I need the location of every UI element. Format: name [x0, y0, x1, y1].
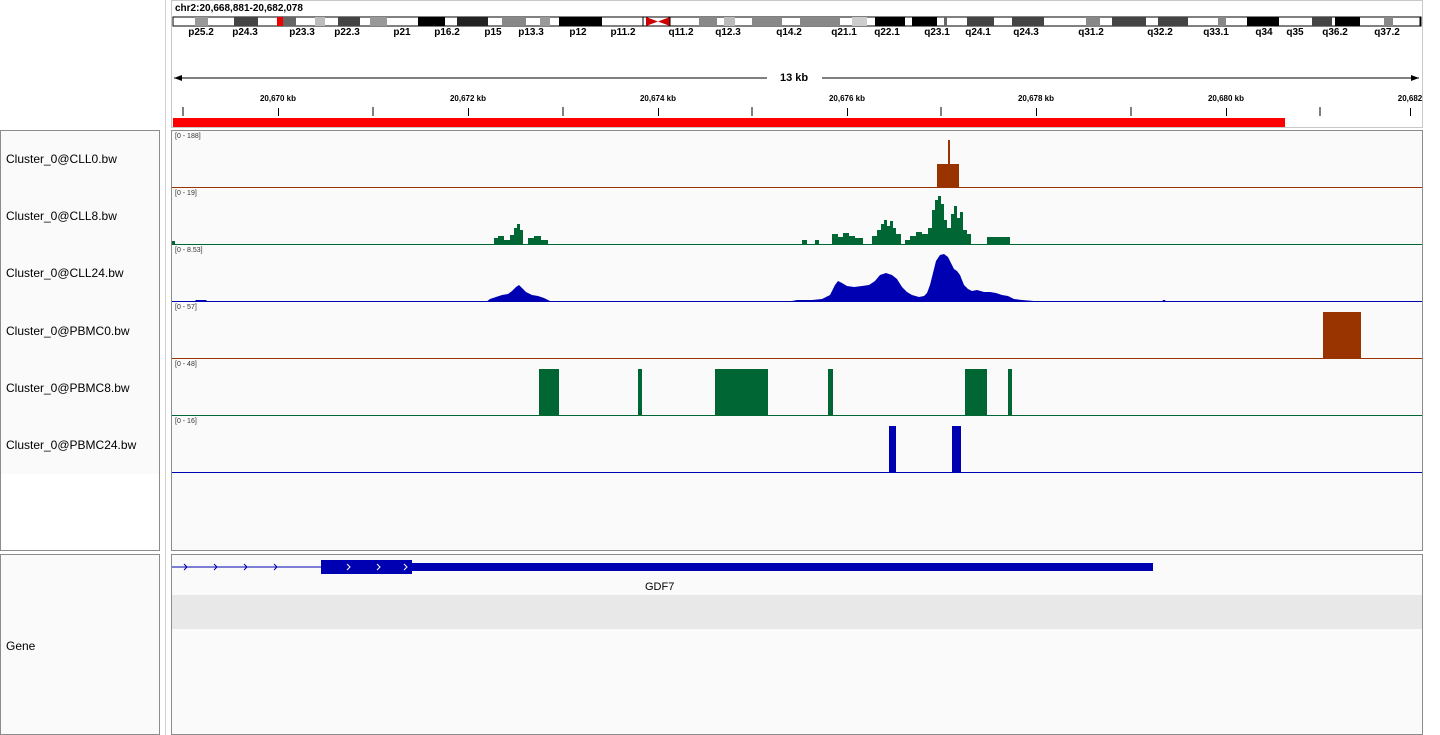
ruler-tick-label: 20,670 kb [259, 94, 297, 103]
ruler-minor-ticks [182, 107, 1321, 116]
ruler-major-tick [1226, 108, 1227, 116]
cytoband-label: q32.2 [1147, 27, 1173, 38]
baseline-cll0 [172, 187, 1422, 188]
cytoband-label: p11.2 [610, 27, 636, 38]
feature-name-panel: Gene [0, 554, 160, 735]
cytoband-label: p21 [393, 27, 411, 38]
data-range-cll24: [0 - 8.53] [175, 247, 203, 254]
signal-pbmc8 [539, 369, 1012, 416]
track-name-cll0[interactable]: Cluster_0@CLL0.bw [6, 152, 117, 166]
ruler-major-tick [847, 108, 848, 116]
cytoband-label: p15 [484, 27, 502, 38]
signal-pbmc0 [1323, 312, 1361, 359]
cytoband-label: q24.1 [965, 27, 991, 38]
cytoband-label: p16.2 [434, 27, 460, 38]
cytoband-label: q36.2 [1322, 27, 1348, 38]
header-panel: chr2:20,668,881-20,682,078 [171, 0, 1423, 128]
baseline-pbmc0 [172, 358, 1422, 359]
locus-label: chr2:20,668,881-20,682,078 [175, 3, 303, 14]
ruler-major-tick [658, 108, 659, 116]
signal-cll0 [937, 140, 959, 188]
data-range-pbmc24: [0 - 16] [175, 418, 197, 425]
cytoband-label: p13.3 [518, 27, 544, 38]
track-name-cll24[interactable]: Cluster_0@CLL24.bw [6, 266, 124, 280]
cytoband-label: p12 [569, 27, 587, 38]
data-range-pbmc0: [0 - 57] [175, 304, 197, 311]
expanded-row-highlight [172, 595, 1422, 629]
span-arrow [174, 75, 1419, 81]
ruler-tick-label: 20,674 kb [639, 94, 677, 103]
track-cll0[interactable]: [0 - 188] [172, 131, 1422, 188]
cytoband-label: q23.1 [924, 27, 950, 38]
cytoband-label: p24.3 [232, 27, 258, 38]
cytoband-label: q11.2 [668, 27, 694, 38]
chromosome-ideogram[interactable] [172, 16, 1422, 28]
track-pbmc0[interactable]: [0 - 57] [172, 302, 1422, 359]
track-cll8[interactable]: [0 - 19] [172, 188, 1422, 245]
signal-cll24 [194, 254, 1166, 302]
cytoband-label: q31.2 [1078, 27, 1104, 38]
ruler-tick-label: 20,672 kb [449, 94, 487, 103]
track-name-panel: Cluster_0@CLL0.bw Cluster_0@CLL8.bw Clus… [0, 130, 160, 551]
track-name-pbmc24[interactable]: Cluster_0@PBMC24.bw [6, 438, 137, 452]
data-range-pbmc8: [0 - 48] [175, 361, 197, 368]
data-range-cll0: [0 - 188] [175, 133, 201, 140]
span-label: 13 kb [780, 72, 809, 84]
track-pbmc8[interactable]: [0 - 48] [172, 359, 1422, 416]
region-of-interest-bar[interactable] [173, 118, 1285, 127]
baseline-pbmc8 [172, 415, 1422, 416]
ruler-tick-label: 20,682 [1397, 94, 1423, 103]
cytoband-label: q12.3 [715, 27, 741, 38]
cytoband-label: q33.1 [1203, 27, 1229, 38]
cytoband-label: q14.2 [776, 27, 802, 38]
track-name-gene[interactable]: Gene [6, 639, 36, 653]
ruler-tick-label: 20,676 kb [828, 94, 866, 103]
ruler-major-tick [1036, 108, 1037, 116]
panel-divider[interactable] [165, 0, 166, 735]
data-range-cll8: [0 - 19] [175, 190, 197, 197]
cytoband-label: q34 [1255, 27, 1273, 38]
cytoband-label: q24.3 [1013, 27, 1039, 38]
track-name-pbmc0[interactable]: Cluster_0@PBMC0.bw [6, 324, 130, 338]
gene-name-label: GDF7 [645, 581, 675, 593]
ruler-tick-label: 20,680 kb [1207, 94, 1245, 103]
ruler-major-tick [278, 108, 279, 116]
ruler-tick-label: 20,678 kb [1017, 94, 1055, 103]
cytoband-label: q35 [1286, 27, 1304, 38]
baseline-cll24 [172, 301, 1422, 302]
baseline-cll8 [172, 244, 1422, 245]
track-cll24[interactable]: [0 - 8.53] [172, 245, 1422, 302]
track-name-empty-area [1, 474, 159, 550]
ruler-major-tick [468, 108, 469, 116]
track-pbmc24[interactable]: [0 - 16] [172, 416, 1422, 473]
gene-model-gdf7[interactable] [172, 555, 1422, 585]
cytoband-label: p25.2 [188, 27, 214, 38]
track-name-cll8[interactable]: Cluster_0@CLL8.bw [6, 209, 117, 223]
ruler-major-tick [1410, 108, 1411, 116]
cytoband-label: q37.2 [1374, 27, 1400, 38]
feature-panel[interactable]: GDF7 [171, 554, 1423, 735]
cytoband-label: p22.3 [334, 27, 360, 38]
cytoband-label: q21.1 [831, 27, 857, 38]
signal-pbmc24 [889, 426, 961, 473]
baseline-pbmc24 [172, 472, 1422, 473]
data-panel[interactable]: [0 - 188] [0 - 19] [171, 130, 1423, 551]
cytoband-label: p23.3 [289, 27, 315, 38]
track-name-pbmc8[interactable]: Cluster_0@PBMC8.bw [6, 381, 130, 395]
signal-cll8 [172, 196, 1010, 245]
cytoband-label: q22.1 [874, 27, 900, 38]
